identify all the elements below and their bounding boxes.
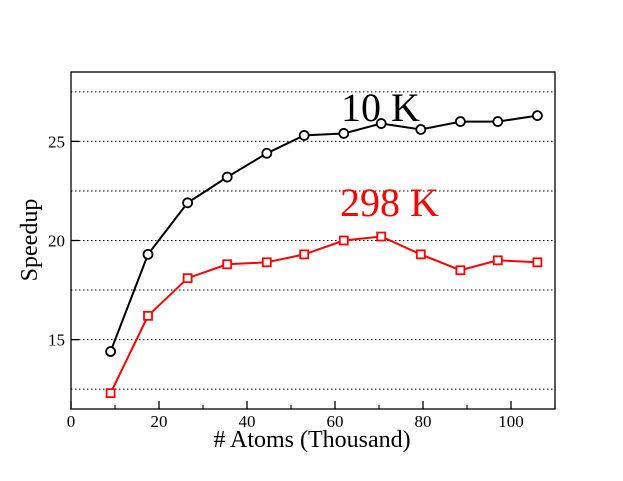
series-label-10k: 10 K [341,85,420,130]
data-point-1-4 [261,257,272,268]
x-tick-label-80: 80 [415,412,432,431]
tick-labels: 0 20 40 60 80 100 15 20 25 [48,132,524,431]
y-tick-label-15: 15 [48,331,65,350]
data-point-0-9 [454,116,466,127]
data-point-0-6 [338,128,350,139]
data-point-1-5 [299,249,310,260]
x-axis-title: # Atoms (Thousand) [213,427,410,453]
data-point-1-0 [105,388,116,399]
data-point-1-1 [143,310,153,321]
x-tick-label-60: 60 [327,412,344,431]
data-point-1-10 [492,255,503,266]
data-point-1-8 [415,249,426,260]
data-point-0-5 [298,130,310,141]
data-point-0-10 [492,116,504,127]
data-point-0-7 [375,118,387,129]
data-point-0-4 [261,147,273,159]
data-point-0-3 [221,171,233,183]
series-layer [105,110,543,399]
series-line-1 [109,235,538,394]
series-line-0 [109,114,538,352]
x-tick-label-40: 40 [239,412,256,431]
data-point-1-11 [532,257,543,268]
x-tick-label-100: 100 [498,412,524,431]
y-axis-title: Speedup [17,199,43,282]
data-point-0-1 [142,248,154,260]
data-point-0-11 [532,110,543,122]
x-tick-label-0: 0 [67,412,76,431]
axes [70,71,556,410]
data-point-1-2 [182,273,193,284]
series-label-298k: 298 K [340,180,439,225]
y-tick-label-25: 25 [48,132,65,151]
data-point-0-8 [415,124,427,135]
y-tick-label-20: 20 [48,232,65,251]
data-point-0-2 [182,197,194,209]
data-point-1-7 [376,231,387,242]
data-point-0-0 [105,346,116,357]
data-point-1-3 [222,259,233,270]
data-point-1-6 [338,235,349,246]
gridlines [71,91,555,390]
x-tick-label-20: 20 [151,412,168,431]
data-point-1-9 [455,265,466,276]
